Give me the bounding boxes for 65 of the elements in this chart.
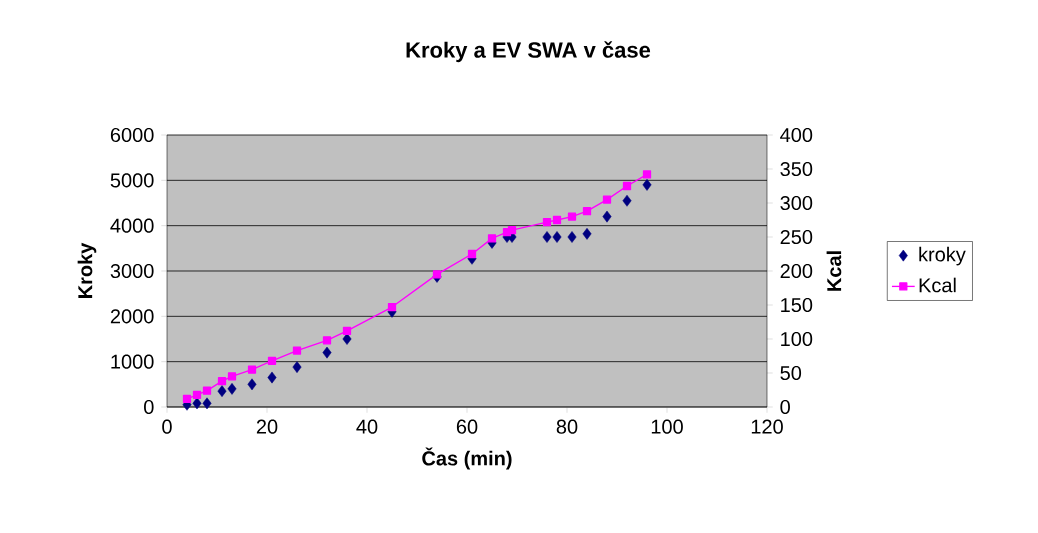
point	[582, 207, 592, 216]
point	[217, 385, 227, 397]
point	[247, 378, 257, 391]
y2-tick-label: 350	[780, 161, 813, 177]
y-tick-label: 5000	[110, 173, 154, 188]
point	[292, 346, 302, 355]
point	[192, 390, 202, 399]
y2-tick-label: 300	[780, 195, 813, 211]
point	[567, 212, 577, 221]
chart-title: Kroky a EV SWA v čase	[406, 41, 651, 63]
point	[292, 361, 302, 373]
point	[227, 383, 237, 395]
point	[322, 336, 332, 345]
x-tick-label: 0	[162, 419, 172, 434]
y-tick-label: 1000	[111, 354, 154, 369]
legend-label: kroky	[919, 246, 966, 266]
point	[342, 326, 352, 335]
y2-tick-label: 400	[780, 127, 813, 143]
point	[552, 231, 562, 243]
y2-tick-label: 50	[780, 365, 802, 381]
x-tick-label: 100	[651, 419, 683, 434]
point	[542, 217, 552, 227]
y2-tick-label: 100	[781, 331, 813, 347]
point	[642, 179, 652, 191]
y2-tick-label: 200	[780, 263, 813, 279]
y-tick-label: 6000	[110, 127, 154, 143]
point	[507, 226, 517, 235]
point	[467, 249, 477, 259]
legend-label: Kcal	[919, 277, 956, 293]
y-axis-title: Kroky	[77, 242, 97, 299]
point	[432, 270, 442, 279]
point	[542, 231, 552, 243]
y-tick-label: 2000	[110, 309, 154, 324]
point	[322, 346, 332, 359]
point	[487, 234, 497, 243]
point	[622, 181, 632, 191]
y2-axis-title: Kcal	[826, 251, 842, 291]
y2-tick-label: 150	[781, 297, 813, 313]
y2-tick-label: 0	[780, 399, 790, 415]
point	[202, 386, 212, 395]
y-tick-label: 3000	[110, 263, 154, 279]
point	[622, 194, 632, 207]
point	[552, 215, 562, 225]
point	[642, 170, 652, 179]
y-tick-label: 4000	[110, 218, 154, 233]
x-tick-label: 20	[256, 419, 278, 434]
point	[267, 371, 277, 384]
point	[387, 302, 397, 312]
y2-tick-label: 250	[780, 229, 813, 245]
point	[267, 356, 277, 365]
x-tick-label: 40	[356, 419, 378, 434]
y-tick-label: 0	[144, 399, 154, 415]
point	[247, 365, 257, 374]
x-tick-label: 60	[456, 419, 478, 434]
x-tick-label: 120	[751, 419, 783, 434]
point	[182, 394, 192, 403]
point	[602, 210, 612, 223]
point	[227, 372, 237, 381]
point	[582, 227, 592, 240]
point	[602, 195, 612, 204]
point	[567, 231, 577, 243]
x-axis-title: Čas (min)	[422, 447, 512, 470]
x-tick-label: 80	[556, 419, 578, 434]
point	[202, 397, 212, 410]
point	[217, 377, 227, 386]
